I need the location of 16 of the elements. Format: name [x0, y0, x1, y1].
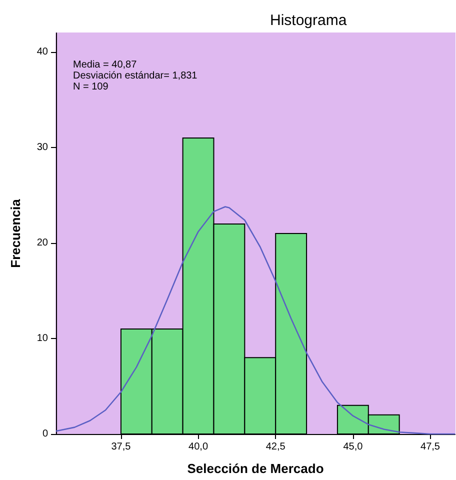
y-tick-label: 10 [36, 333, 48, 344]
x-axis-title: Selección de Mercado [187, 461, 324, 476]
x-tick-label: 37,5 [111, 442, 132, 452]
x-tick-label: 47,5 [420, 442, 440, 452]
annotation: Media = 40,87 [73, 60, 138, 70]
y-tick-label: 40 [36, 46, 48, 58]
x-tick-label: 42,5 [266, 442, 286, 452]
y-tick-label: 30 [36, 142, 48, 154]
x-tick-label: 45,0 [343, 442, 364, 452]
annotation: N = 109 [73, 82, 109, 92]
annotation: Desviación estándar= 1,831 [73, 70, 198, 82]
y-axis-title: Frecuencia [8, 198, 23, 268]
y-tick-label: 20 [36, 238, 48, 249]
y-tick-label: 0 [42, 428, 48, 440]
x-tick-label: 40,0 [188, 442, 208, 452]
chart-title: Histograma [270, 12, 348, 29]
